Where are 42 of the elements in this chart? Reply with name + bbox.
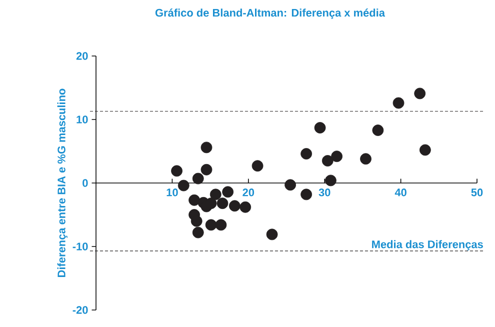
point (188, 194, 200, 206)
point (252, 160, 264, 172)
x-tick-label: 20 (242, 188, 254, 196)
y-axis-title: Diferença entre BIA e %G masculino (57, 88, 68, 277)
point (372, 124, 384, 136)
point (419, 144, 431, 156)
point (210, 188, 222, 200)
point (392, 97, 404, 109)
y-tick-label: 10 (76, 116, 88, 124)
chart-title: Gráfico de Bland-Altman: Diferença x média (155, 8, 386, 19)
y-tick-label: -20 (72, 306, 88, 314)
point (190, 215, 202, 227)
point (360, 153, 372, 165)
point (205, 219, 217, 231)
point (200, 142, 212, 154)
point (228, 200, 240, 212)
point (222, 186, 234, 198)
point (284, 179, 296, 191)
point (171, 165, 182, 177)
annotation: Media das Diferenças (372, 240, 483, 250)
point (192, 226, 204, 238)
point (314, 122, 326, 134)
point (300, 188, 312, 200)
x-tick-label: 30 (318, 188, 330, 196)
point (266, 228, 278, 240)
x-tick-label: 50 (471, 188, 483, 196)
point (240, 201, 252, 213)
point (331, 150, 342, 162)
point (178, 180, 190, 192)
y-tick-label: 20 (76, 52, 88, 60)
point (200, 164, 212, 176)
y-tick-label: -10 (72, 242, 88, 250)
point (324, 174, 336, 186)
point (322, 155, 334, 166)
point (215, 219, 227, 231)
x-tick-label: 40 (394, 188, 406, 196)
y-tick-label: 0 (82, 179, 88, 187)
point (414, 88, 426, 100)
x-tick-label: 10 (166, 188, 178, 196)
point (192, 172, 204, 184)
point (300, 148, 312, 160)
point (216, 198, 228, 210)
